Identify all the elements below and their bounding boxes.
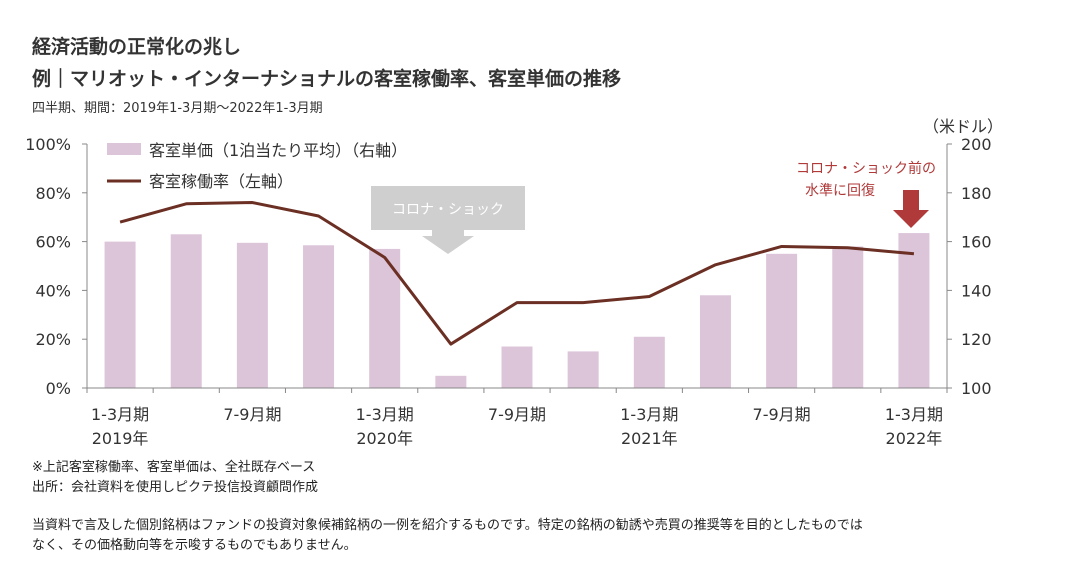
bar-2021Q3 [766,253,798,388]
occupancy-line [119,201,915,346]
legend-line-label: 客室稼働率（左軸） [149,172,293,191]
left-tick-label: 20% [35,330,71,349]
bar-2022Q1 [898,233,930,388]
right-tick-label: 200 [961,135,992,154]
bar-2021Q1 [633,336,665,388]
period-label: 四半期、期間：2019年1-3月期～2022年1-3月期 [32,101,323,116]
bar-2019Q4 [303,245,335,388]
bar-2020Q2 [435,375,467,388]
note-basis: ※上記客室稼働率、客室単価は、全社既存ベース [32,460,316,475]
corona-shock-box [371,186,525,230]
chart-subtitle: 例｜マリオット・インターナショナルの客室稼働率、客室単価の推移 [32,68,622,90]
left-axis-ticks: 0% 20% 40% 60% 80% 100% [25,135,87,398]
disclaimer-line1: 当資料で言及した個別銘柄はファンドの投資対象候補銘柄の一例を紹介するものです。特… [32,518,863,533]
left-tick-label: 80% [35,184,71,203]
right-axis-unit: （米ドル） [923,117,1003,136]
legend-bar-label: 客室単価（1泊当たり平均）（右軸） [149,141,407,160]
x-axis-ticks: 1-3月期 7-9月期 1-3月期 7-9月期 1-3月期 7-9月期 1-3月期 2019年… [86,388,948,448]
left-tick-label: 100% [25,135,71,154]
right-axis-ticks: 100 120 140 160 180 200 [947,135,992,398]
recovery-annotation: コロナ・ショック前の 水準に回復 [796,160,936,228]
bar-2021Q4 [832,246,864,388]
bar-series [104,233,930,388]
bar-2021Q2 [699,295,731,388]
right-tick-label: 140 [961,281,992,300]
x-year-label: 2019年 [92,429,149,448]
recovery-arrow [893,190,929,228]
left-tick-label: 0% [46,379,71,398]
recovery-label-line2: 水準に回復 [805,182,875,199]
x-tick-label: 7-9月期 [753,405,811,424]
legend-bar-swatch [107,143,141,155]
bar-2019Q1 [104,241,136,388]
x-tick-label: 1-3月期 [885,405,943,424]
x-year-label: 2021年 [621,429,678,448]
bar-2019Q2 [170,234,202,388]
corona-shock-annotation: コロナ・ショック [371,186,525,254]
legend: 客室単価（1泊当たり平均）（右軸） 客室稼働率（左軸） [107,141,407,191]
x-tick-label: 1-3月期 [356,405,414,424]
x-year-label: 2022年 [886,429,943,448]
left-tick-label: 40% [35,281,71,300]
x-year-label: 2020年 [356,429,413,448]
chart-title: 経済活動の正常化の兆し [32,36,242,58]
bar-2019Q3 [236,242,268,388]
right-tick-label: 160 [961,233,992,252]
x-tick-label: 1-3月期 [620,405,678,424]
right-tick-label: 120 [961,330,992,349]
x-tick-label: 7-9月期 [488,405,546,424]
x-tick-label: 1-3月期 [91,405,149,424]
bar-2020Q4 [567,351,599,388]
note-source: 出所：会社資料を使用しピクテ投信投資顧問作成 [32,480,319,495]
x-tick-label: 7-9月期 [223,405,281,424]
recovery-label-line1: コロナ・ショック前の [796,160,936,177]
corona-shock-label: コロナ・ショック [392,202,504,218]
bar-2020Q3 [501,346,533,388]
left-tick-label: 60% [35,233,71,252]
right-tick-label: 180 [961,184,992,203]
disclaimer-line2: なく、その価格動向等を示唆するものでもありません。 [32,538,357,553]
corona-shock-arrow [422,230,474,254]
right-tick-label: 100 [961,379,992,398]
